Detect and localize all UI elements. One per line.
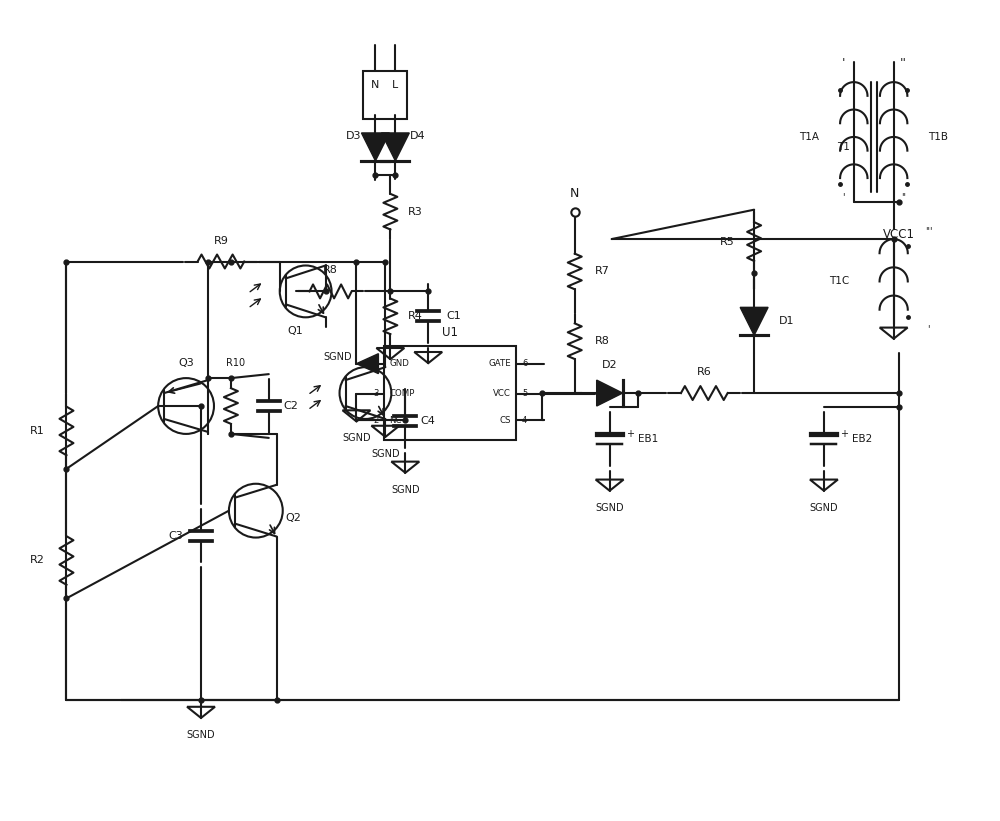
Text: C3: C3 <box>168 530 183 540</box>
Text: SGND: SGND <box>595 502 624 512</box>
Text: VCC1: VCC1 <box>883 228 915 241</box>
Text: ': ' <box>843 192 845 202</box>
Polygon shape <box>597 380 623 406</box>
Text: GND: GND <box>389 359 409 368</box>
Text: N: N <box>371 80 380 90</box>
Text: R4: R4 <box>408 311 423 321</box>
Text: 6: 6 <box>522 359 527 368</box>
Bar <box>384 346 516 440</box>
Text: 2: 2 <box>373 416 378 425</box>
Text: +: + <box>626 429 634 439</box>
Text: R10: R10 <box>226 358 245 368</box>
Text: 4: 4 <box>522 416 527 425</box>
Polygon shape <box>356 354 378 374</box>
Text: R5: R5 <box>719 236 734 246</box>
Text: C1: C1 <box>446 311 461 321</box>
Text: CS: CS <box>499 416 511 425</box>
Bar <box>363 71 407 119</box>
Text: 5: 5 <box>522 389 527 398</box>
Polygon shape <box>361 133 389 161</box>
Text: U1: U1 <box>442 326 458 339</box>
Text: +: + <box>840 429 848 439</box>
Text: Q3: Q3 <box>178 358 194 368</box>
Text: SGND: SGND <box>323 351 352 362</box>
Text: '': '' <box>901 192 906 202</box>
Text: EB2: EB2 <box>852 434 872 444</box>
Text: R8: R8 <box>323 265 338 276</box>
Text: R3: R3 <box>408 207 423 217</box>
Text: SGND: SGND <box>810 502 838 512</box>
Text: R1: R1 <box>30 426 45 436</box>
Text: Q1: Q1 <box>288 326 304 337</box>
Polygon shape <box>381 133 409 161</box>
Text: R9: R9 <box>214 236 228 245</box>
Text: SGND: SGND <box>371 449 400 459</box>
Text: 1: 1 <box>373 359 378 368</box>
Text: D3: D3 <box>346 131 361 141</box>
Text: SGND: SGND <box>391 484 420 495</box>
Text: ': ' <box>842 57 846 70</box>
Text: T1A: T1A <box>799 132 819 142</box>
Text: N: N <box>570 186 579 200</box>
Text: R2: R2 <box>30 556 45 566</box>
Text: VCC: VCC <box>493 389 511 398</box>
Polygon shape <box>740 307 768 335</box>
Text: D1: D1 <box>779 316 795 326</box>
Text: ': ' <box>927 323 930 334</box>
Text: R6: R6 <box>697 367 712 377</box>
Text: T1: T1 <box>837 142 850 152</box>
Text: GATE: GATE <box>488 359 511 368</box>
Text: C4: C4 <box>420 416 435 426</box>
Text: COMP: COMP <box>389 389 415 398</box>
Text: '': '' <box>900 57 907 70</box>
Text: SGND: SGND <box>187 730 215 740</box>
Text: T1C: T1C <box>829 277 849 287</box>
Text: ''': ''' <box>925 226 932 236</box>
Text: NC: NC <box>389 416 402 425</box>
Text: Q2: Q2 <box>286 512 302 523</box>
Text: 3: 3 <box>373 389 378 398</box>
Text: C2: C2 <box>284 401 299 411</box>
Text: EB1: EB1 <box>638 434 658 444</box>
Text: SGND: SGND <box>342 433 371 443</box>
Text: R7: R7 <box>595 267 610 277</box>
Text: D2: D2 <box>602 360 617 370</box>
Text: L: L <box>392 80 398 90</box>
Text: T1B: T1B <box>929 132 949 142</box>
Text: D4: D4 <box>409 131 425 141</box>
Text: R8: R8 <box>595 337 610 346</box>
